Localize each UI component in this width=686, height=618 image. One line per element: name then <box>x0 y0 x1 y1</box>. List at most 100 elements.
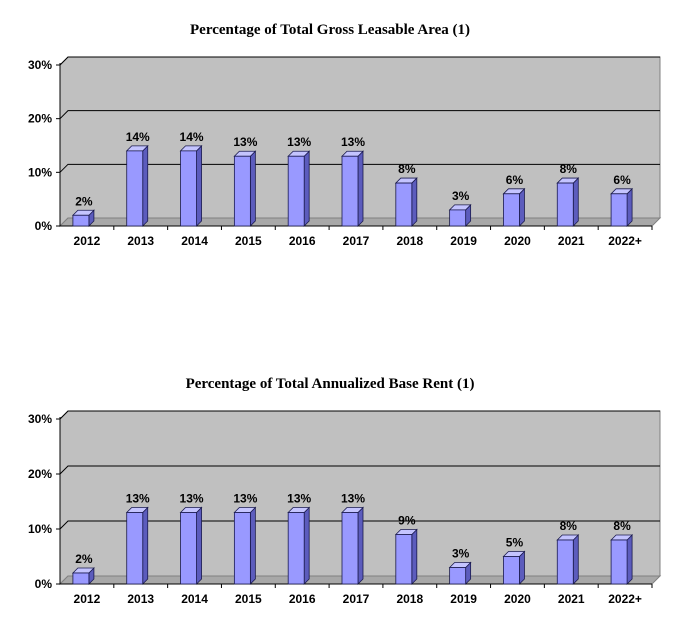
bar <box>71 567 95 585</box>
bar <box>233 506 257 585</box>
bar-front <box>610 539 628 585</box>
chart-title: Percentage of Total Gross Leasable Area … <box>190 22 470 38</box>
y-tick-label: 10% <box>28 165 52 179</box>
bar-front <box>341 155 359 227</box>
bar-front <box>180 512 197 585</box>
data-label: 3% <box>452 547 470 561</box>
category-label: 2018 <box>396 234 423 248</box>
bar-front <box>449 209 467 227</box>
data-label: 8% <box>613 519 631 533</box>
bar-front <box>395 182 413 227</box>
category-label: 2012 <box>74 592 101 606</box>
bar <box>394 528 418 585</box>
bar-front <box>180 150 197 227</box>
data-label: 3% <box>452 189 470 203</box>
gridline <box>59 56 660 66</box>
bar <box>610 187 634 227</box>
bar <box>125 506 149 585</box>
bar-side <box>519 550 525 585</box>
bar <box>556 534 580 585</box>
bar-side <box>357 506 364 585</box>
bar-front <box>287 512 305 585</box>
y-tick-label: 20% <box>28 112 52 126</box>
bar-side <box>411 528 418 585</box>
bar <box>341 506 364 585</box>
bar <box>502 187 526 227</box>
category-label: 2014 <box>181 592 208 606</box>
category-label: 2015 <box>235 592 262 606</box>
category-label: 2017 <box>343 592 370 606</box>
data-label: 2% <box>75 194 93 208</box>
data-label: 8% <box>398 162 416 176</box>
bar <box>502 550 526 585</box>
gridline <box>59 520 660 530</box>
data-label: 2% <box>75 552 93 566</box>
category-label: 2020 <box>504 592 531 606</box>
y-tick-label: 20% <box>28 467 52 481</box>
bar-front <box>556 539 574 585</box>
gridline <box>59 110 660 120</box>
bar-front <box>503 556 520 585</box>
bar-front <box>610 193 628 227</box>
y-tick-label: 30% <box>28 58 52 72</box>
category-label: 2012 <box>74 234 101 248</box>
data-label: 13% <box>287 135 311 149</box>
bar-side <box>572 534 579 585</box>
data-label: 13% <box>341 135 365 149</box>
data-label: 13% <box>233 135 257 149</box>
data-label: 8% <box>560 162 578 176</box>
bar <box>179 506 203 585</box>
bar-side <box>196 506 202 585</box>
bar <box>179 144 203 227</box>
bar <box>125 144 149 227</box>
data-label: 13% <box>180 492 204 506</box>
bar-front <box>72 214 90 227</box>
category-label: 2022+ <box>608 234 642 248</box>
bar <box>394 177 418 227</box>
gla-chart: Percentage of Total Gross Leasable Area … <box>0 0 686 260</box>
bar-side <box>626 534 633 585</box>
bar-front <box>556 182 574 227</box>
gla-chart-plot: 0% 10% 20% 30% 2% 2012 14% 2013 14% 2014 13% 2015 13… <box>28 56 662 248</box>
gridline <box>59 163 660 173</box>
category-label: 2021 <box>558 234 585 248</box>
bar <box>610 534 634 585</box>
gridline <box>59 410 660 420</box>
category-label: 2015 <box>235 234 262 248</box>
bar-side <box>142 506 149 585</box>
category-label: 2014 <box>181 234 208 248</box>
data-label: 9% <box>398 514 416 528</box>
category-label: 2016 <box>289 234 316 248</box>
bar <box>556 177 580 227</box>
bar-front <box>233 155 251 227</box>
bar-front <box>126 150 144 227</box>
y-tick-label: 0% <box>35 577 53 591</box>
bar <box>448 203 472 227</box>
bar-front <box>72 572 90 585</box>
bar <box>287 506 311 585</box>
bar-front <box>503 193 520 227</box>
bar-side <box>303 506 310 585</box>
category-label: 2013 <box>127 592 154 606</box>
category-label: 2022+ <box>608 592 642 606</box>
category-label: 2019 <box>450 234 477 248</box>
bar-front <box>233 512 251 585</box>
gridline <box>59 465 660 475</box>
data-label: 13% <box>233 492 257 506</box>
category-label: 2016 <box>289 592 316 606</box>
bar <box>448 561 472 585</box>
bar-front <box>395 534 413 585</box>
category-label: 2021 <box>558 592 585 606</box>
category-label: 2018 <box>396 592 423 606</box>
chart-title: Percentage of Total Annualized Base Rent… <box>185 376 475 392</box>
data-label: 6% <box>506 173 524 187</box>
category-label: 2017 <box>343 234 370 248</box>
y-tick-label: 0% <box>35 219 53 233</box>
bar <box>287 150 311 227</box>
category-label: 2013 <box>127 234 154 248</box>
data-label: 5% <box>506 536 524 550</box>
data-label: 13% <box>126 492 150 506</box>
data-label: 13% <box>341 492 365 506</box>
data-label: 13% <box>287 492 311 506</box>
